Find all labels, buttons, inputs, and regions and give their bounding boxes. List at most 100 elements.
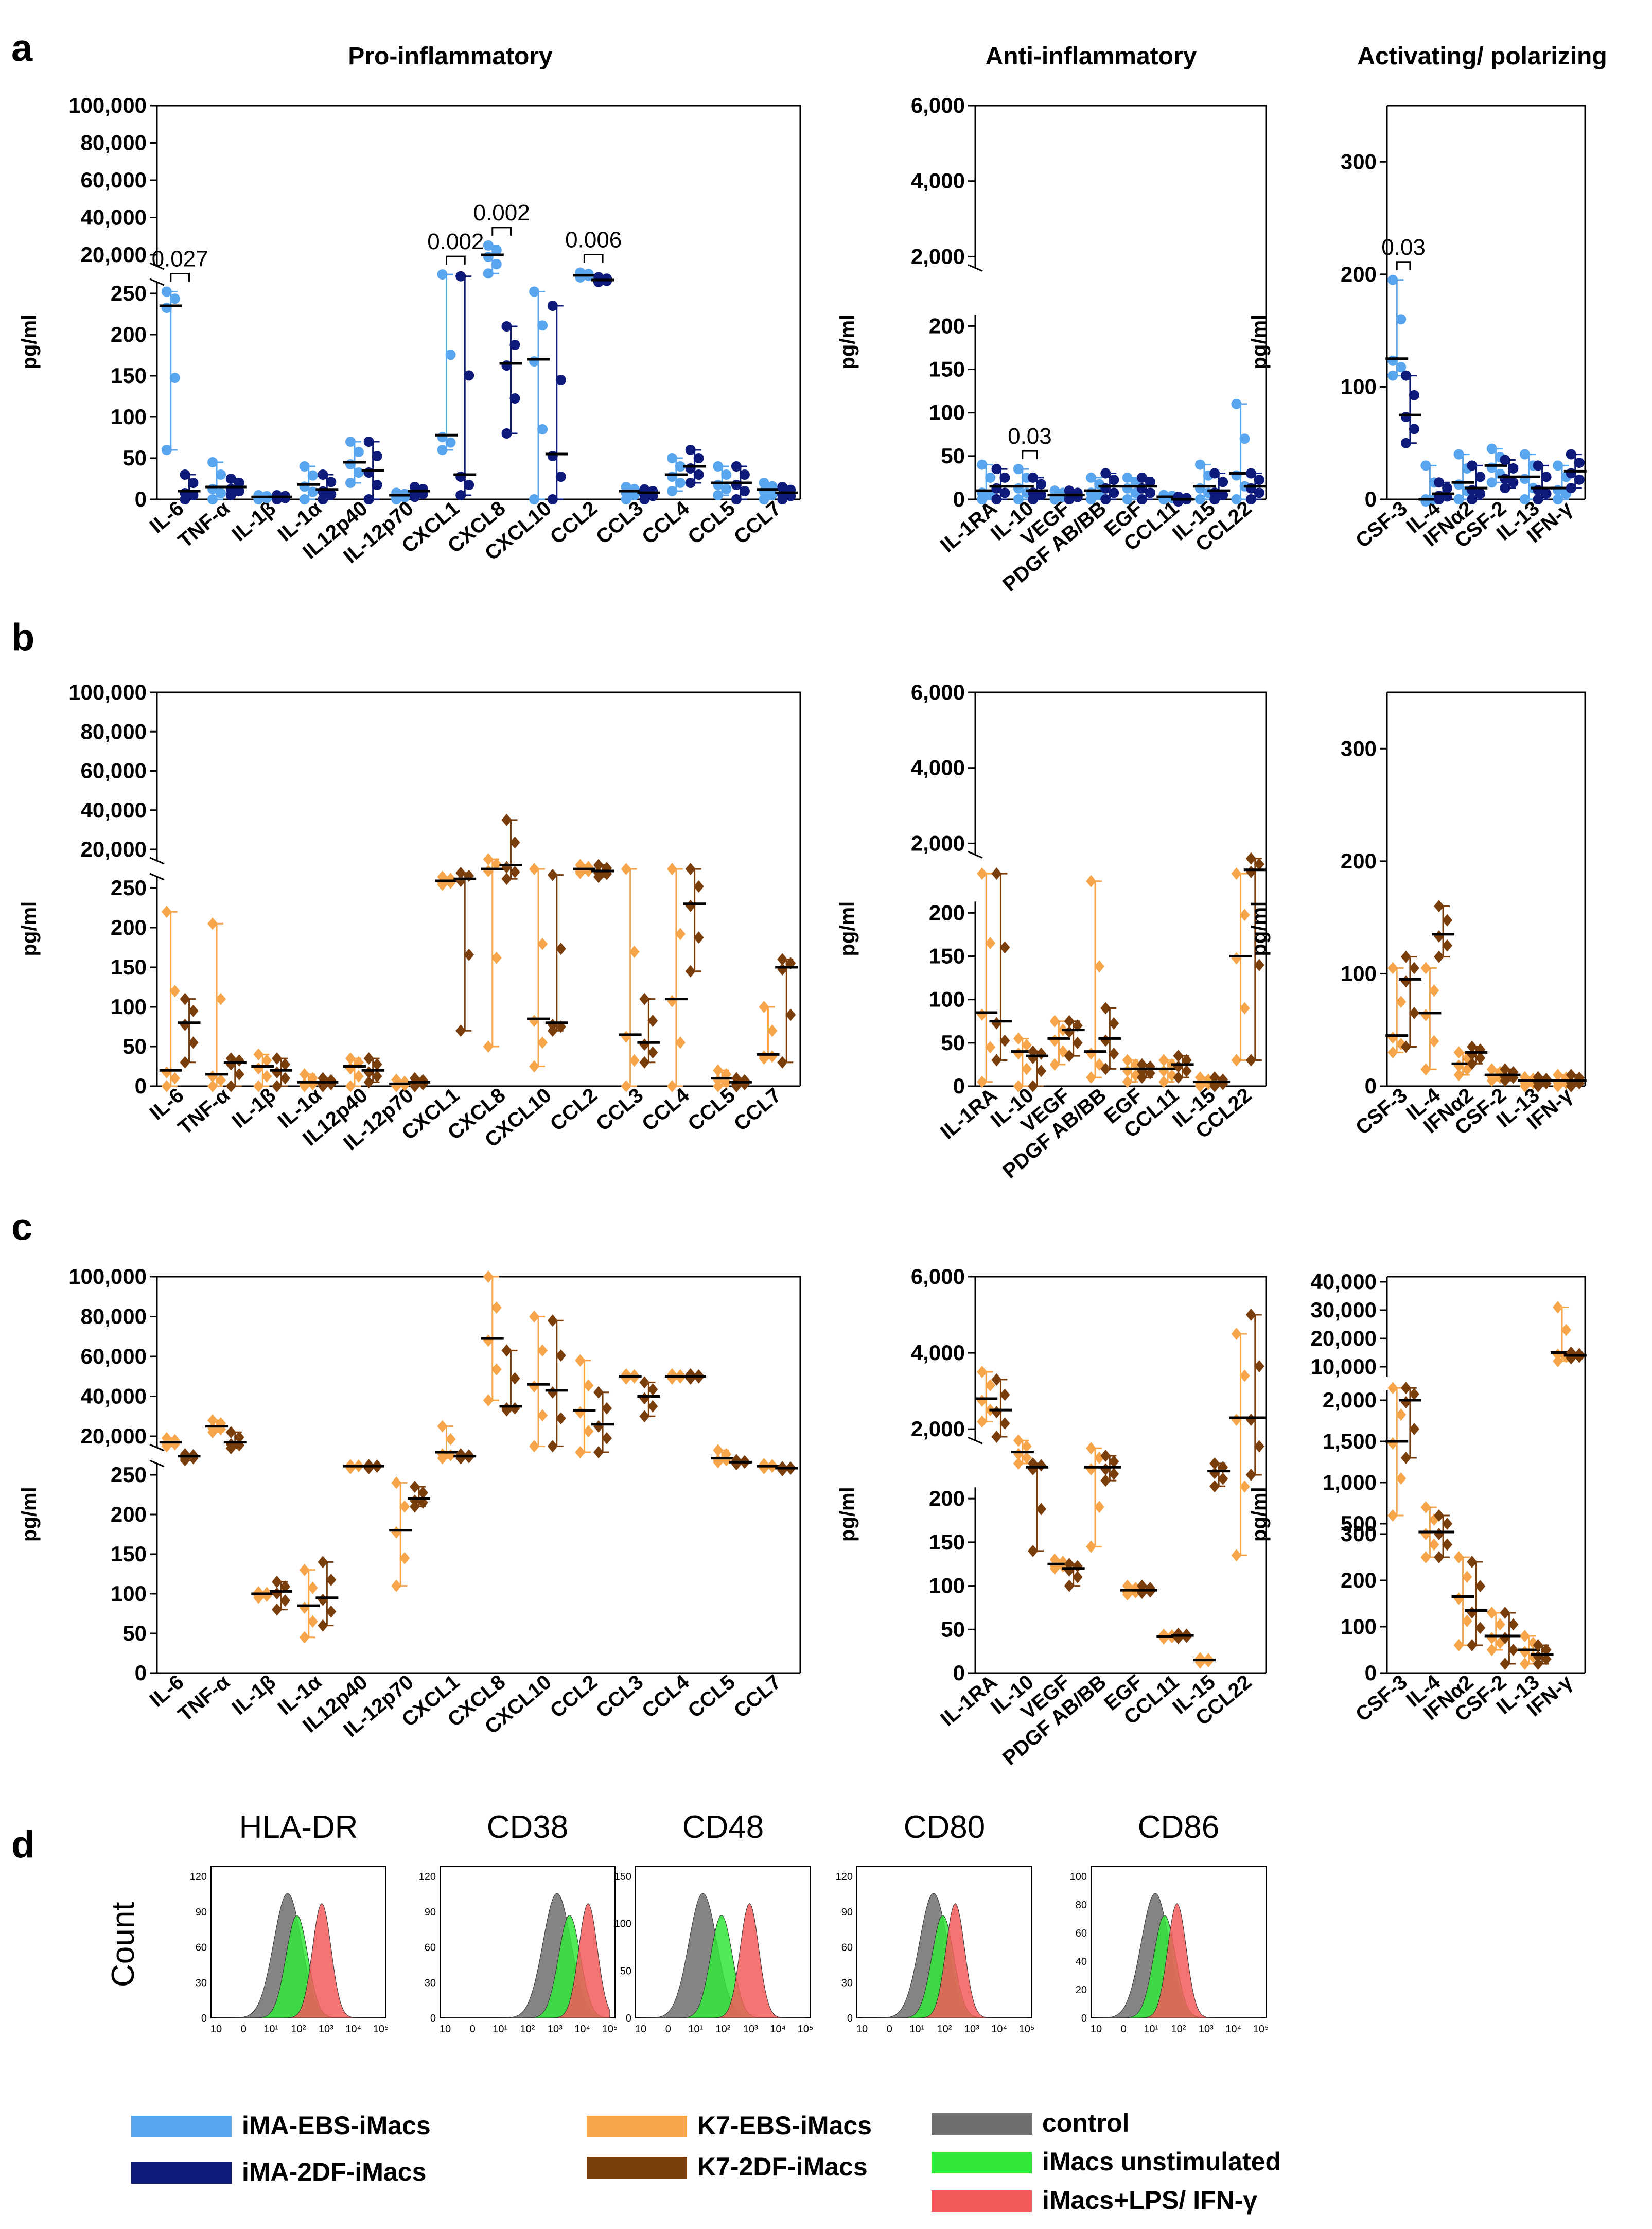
data-point [483, 1394, 494, 1407]
data-point [1486, 477, 1497, 488]
hist-x-tick: 10² [520, 2024, 535, 2035]
data-point [1467, 1057, 1478, 1070]
legend-label: control [1042, 2109, 1129, 2137]
data-point [455, 472, 466, 482]
data-point [169, 373, 180, 383]
data-point [180, 469, 190, 480]
y-tick-label: 2,000 [911, 244, 965, 268]
data-point [501, 1344, 512, 1357]
data-point [713, 1444, 724, 1457]
axis-box [975, 105, 1267, 499]
data-point [629, 946, 640, 959]
data-point [593, 1386, 604, 1399]
data-point [1100, 468, 1111, 479]
data-point [253, 1586, 264, 1598]
data-point [345, 459, 356, 469]
data-point [1136, 1071, 1147, 1084]
data-point [977, 487, 988, 498]
data-point [491, 259, 502, 270]
data-point [1553, 1301, 1563, 1314]
data-point [1245, 1469, 1256, 1482]
data-point [1453, 494, 1464, 504]
data-point [509, 836, 520, 849]
data-point [575, 1446, 586, 1458]
data-point [353, 467, 364, 478]
y-axis-label: pg/ml [1248, 315, 1271, 370]
data-point [666, 453, 677, 463]
y-tick-label: 50 [941, 1617, 965, 1641]
data-point [272, 490, 283, 500]
data-point [1239, 1002, 1250, 1015]
data-point [1028, 1544, 1039, 1557]
data-point [455, 1024, 466, 1037]
data-point [1194, 483, 1205, 494]
data-point [777, 482, 788, 492]
data-point [767, 1024, 778, 1037]
data-point [1239, 909, 1250, 921]
y-tick-label: 250 [111, 876, 147, 900]
data-point [1181, 1065, 1192, 1077]
data-point [307, 486, 318, 497]
y-tick-label: 100 [1341, 961, 1377, 985]
data-point [1109, 487, 1119, 498]
data-point [1553, 460, 1563, 471]
data-point [1100, 494, 1111, 504]
axis-break-mark [149, 1459, 165, 1468]
x-tick-label: CCL7 [730, 1084, 785, 1136]
data-point [1553, 485, 1563, 496]
data-point [188, 478, 199, 488]
data-point [1500, 474, 1510, 484]
y-tick-label: 6,000 [911, 1264, 965, 1288]
data-point [1100, 1450, 1111, 1462]
data-point [261, 1070, 272, 1083]
data-point [621, 863, 631, 876]
data-point [455, 866, 466, 879]
data-point [1209, 487, 1220, 498]
data-point [188, 490, 199, 500]
hist-x-tick: 10⁵ [373, 2024, 389, 2035]
data-point [1254, 487, 1264, 498]
y-tick-label: 40,000 [1311, 1269, 1377, 1294]
data-point [1036, 1503, 1047, 1516]
data-point [207, 457, 218, 467]
data-point [1500, 1658, 1510, 1670]
p-value-label: 0.03 [1008, 424, 1052, 449]
data-point [555, 1349, 566, 1362]
data-point [1453, 449, 1464, 460]
hist-y-tick: 150 [614, 1871, 631, 1883]
y-tick-label: 200 [1341, 262, 1377, 286]
data-point [464, 948, 474, 961]
data-point [1145, 477, 1155, 487]
data-point [1409, 1006, 1419, 1019]
data-point [685, 463, 696, 474]
data-point [991, 483, 1002, 494]
data-point [501, 428, 512, 439]
data-point [1553, 494, 1563, 504]
data-point [629, 1054, 640, 1067]
chart-a-2: 6,0004,0002,000200150100500pg/mlIL-1RAIL… [836, 93, 1267, 596]
data-point [529, 286, 540, 297]
data-point [639, 1376, 650, 1389]
data-point [161, 1080, 172, 1092]
hist-x-tick: 0 [241, 2024, 247, 2035]
x-tick-label: TNF-α [174, 1084, 234, 1139]
histogram-title: CD80 [904, 1809, 986, 1845]
legend-swatch [131, 2162, 232, 2184]
data-point [318, 469, 328, 480]
data-point [1013, 464, 1024, 475]
data-point [1100, 483, 1111, 494]
y-tick-label: 100 [111, 405, 147, 429]
legend-swatch [131, 2116, 232, 2137]
data-point [1508, 1618, 1519, 1631]
data-point [483, 252, 494, 262]
data-point [1245, 483, 1256, 494]
y-tick-label: 60,000 [81, 168, 147, 192]
data-point [1094, 1501, 1105, 1513]
data-point [999, 1034, 1010, 1047]
y-tick-label: 200 [929, 314, 965, 338]
data-point [985, 1379, 996, 1392]
data-point [1420, 1063, 1431, 1076]
data-point [1245, 468, 1256, 479]
